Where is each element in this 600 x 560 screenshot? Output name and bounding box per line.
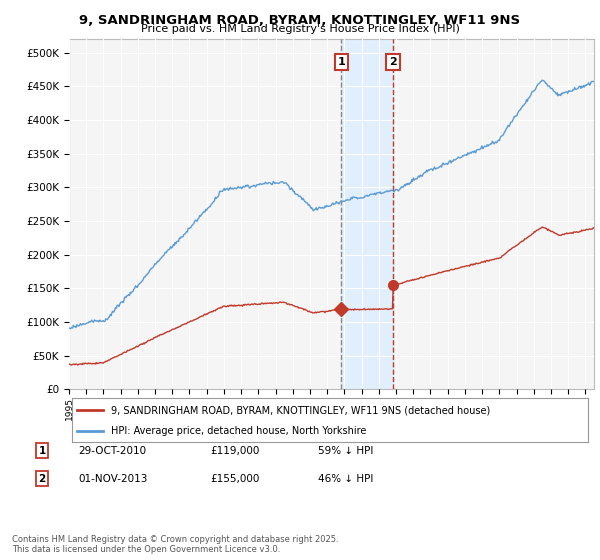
Text: 9, SANDRINGHAM ROAD, BYRAM, KNOTTINGLEY, WF11 9NS: 9, SANDRINGHAM ROAD, BYRAM, KNOTTINGLEY,…	[79, 14, 521, 27]
Text: 29-OCT-2010: 29-OCT-2010	[78, 446, 146, 456]
Bar	[341, 39, 393, 389]
Text: Price paid vs. HM Land Registry's House Price Index (HPI): Price paid vs. HM Land Registry's House …	[140, 24, 460, 34]
Text: 01-NOV-2013: 01-NOV-2013	[78, 474, 148, 484]
Text: HPI: Average price, detached house, North Yorkshire: HPI: Average price, detached house, Nort…	[110, 426, 366, 436]
Text: 46% ↓ HPI: 46% ↓ HPI	[318, 474, 373, 484]
Text: 1: 1	[38, 446, 46, 456]
Text: £155,000: £155,000	[210, 474, 259, 484]
Text: 2: 2	[38, 474, 46, 484]
Text: 59% ↓ HPI: 59% ↓ HPI	[318, 446, 373, 456]
Text: 2: 2	[389, 57, 397, 67]
Text: 9, SANDRINGHAM ROAD, BYRAM, KNOTTINGLEY, WF11 9NS (detached house): 9, SANDRINGHAM ROAD, BYRAM, KNOTTINGLEY,…	[110, 405, 490, 415]
Text: £119,000: £119,000	[210, 446, 259, 456]
Text: 1: 1	[338, 57, 346, 67]
Text: Contains HM Land Registry data © Crown copyright and database right 2025.
This d: Contains HM Land Registry data © Crown c…	[12, 535, 338, 554]
